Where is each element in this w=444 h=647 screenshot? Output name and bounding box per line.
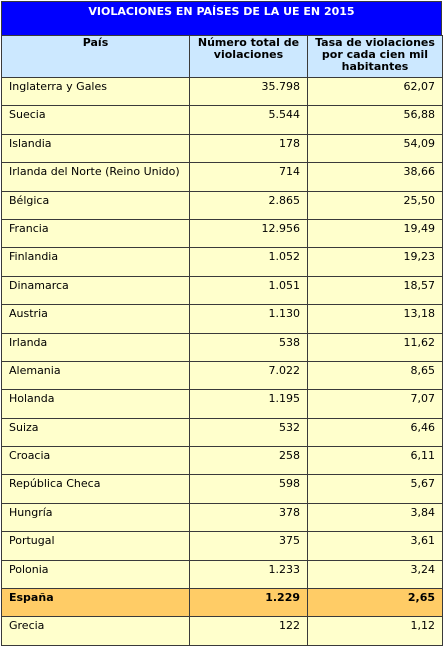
country-cell: Polonia (1, 559, 190, 590)
table-row: Finlandia 1.052 19,23 (1, 247, 443, 277)
table-row: Polonia 1.233 3,24 (1, 559, 443, 590)
rate-cell: 7,07 (307, 389, 443, 419)
total-cell: 1.051 (189, 275, 308, 306)
rate-cell: 56,88 (307, 105, 443, 135)
country-cell: Islandia (1, 133, 190, 164)
rate-cell: 18,57 (307, 275, 443, 306)
country-cell: Francia (1, 218, 190, 249)
table-row: Inglaterra y Gales 35.798 62,07 (1, 76, 443, 107)
table-row: Dinamarca 1.051 18,57 (1, 275, 443, 306)
table-row: Alemania 7.022 8,65 (1, 360, 443, 391)
total-cell: 12.956 (189, 218, 308, 249)
total-cell: 538 (189, 332, 308, 362)
country-cell: Suecia (1, 105, 190, 135)
country-cell: Irlanda (1, 332, 190, 362)
rate-cell: 3,61 (307, 531, 443, 561)
country-cell: Grecia (1, 616, 190, 646)
table-row-highlighted: España 1.229 2,65 (1, 588, 443, 618)
rate-cell: 62,07 (307, 76, 443, 107)
total-cell: 1.052 (189, 247, 308, 277)
country-cell: Alemania (1, 360, 190, 391)
total-cell: 35.798 (189, 76, 308, 107)
total-cell: 7.022 (189, 360, 308, 391)
country-cell: Finlandia (1, 247, 190, 277)
table-row: Holanda 1.195 7,07 (1, 389, 443, 419)
rate-cell: 1,12 (307, 616, 443, 646)
rate-cell: 3,84 (307, 502, 443, 533)
rate-cell: 8,65 (307, 360, 443, 391)
rate-cell: 54,09 (307, 133, 443, 164)
rate-cell: 38,66 (307, 162, 443, 192)
country-cell: España (1, 588, 190, 618)
rate-cell: 25,50 (307, 190, 443, 220)
total-cell: 178 (189, 133, 308, 164)
table-row: República Checa 598 5,67 (1, 474, 443, 504)
country-cell: Holanda (1, 389, 190, 419)
country-cell: Austria (1, 304, 190, 334)
total-cell: 1.233 (189, 559, 308, 590)
total-cell: 375 (189, 531, 308, 561)
country-cell: República Checa (1, 474, 190, 504)
table-row: Islandia 178 54,09 (1, 133, 443, 164)
table-row: Croacia 258 6,11 (1, 446, 443, 476)
column-header-country: País (1, 35, 190, 78)
country-cell: Croacia (1, 446, 190, 476)
table-row: Irlanda del Norte (Reino Unido) 714 38,66 (1, 162, 443, 192)
header-row: País Número total de violaciones Tasa de… (1, 35, 443, 78)
country-cell: Suiza (1, 417, 190, 448)
table-title: VIOLACIONES EN PAÍSES DE LA UE EN 2015 (1, 1, 442, 36)
rate-cell: 5,67 (307, 474, 443, 504)
country-cell: Irlanda del Norte (Reino Unido) (1, 162, 190, 192)
rate-cell: 11,62 (307, 332, 443, 362)
table-row: Hungría 378 3,84 (1, 502, 443, 533)
total-cell: 598 (189, 474, 308, 504)
rate-cell: 19,23 (307, 247, 443, 277)
rate-cell: 19,49 (307, 218, 443, 249)
rate-cell: 6,46 (307, 417, 443, 448)
table-body: Inglaterra y Gales 35.798 62,07 Suecia 5.544… (1, 76, 443, 646)
total-cell: 1.130 (189, 304, 308, 334)
total-cell: 1.195 (189, 389, 308, 419)
total-cell: 2.865 (189, 190, 308, 220)
total-cell: 378 (189, 502, 308, 533)
table-row: Suecia 5.544 56,88 (1, 105, 443, 135)
table-row: Francia 12.956 19,49 (1, 218, 443, 249)
column-header-total: Número total de violaciones (189, 35, 308, 78)
total-cell: 714 (189, 162, 308, 192)
rate-cell: 13,18 (307, 304, 443, 334)
total-cell: 122 (189, 616, 308, 646)
rate-cell: 3,24 (307, 559, 443, 590)
table-row: Irlanda 538 11,62 (1, 332, 443, 362)
total-cell: 5.544 (189, 105, 308, 135)
total-cell: 532 (189, 417, 308, 448)
rate-cell: 2,65 (307, 588, 443, 618)
data-table: País Número total de violaciones Tasa de… (1, 35, 443, 646)
total-cell: 258 (189, 446, 308, 476)
country-cell: Bélgica (1, 190, 190, 220)
country-cell: Hungría (1, 502, 190, 533)
table-row: Suiza 532 6,46 (1, 417, 443, 448)
total-cell: 1.229 (189, 588, 308, 618)
table-row: Austria 1.130 13,18 (1, 304, 443, 334)
column-header-rate: Tasa de violaciones por cada cien mil ha… (307, 35, 443, 78)
country-cell: Dinamarca (1, 275, 190, 306)
table-row: Grecia 122 1,12 (1, 616, 443, 646)
rate-cell: 6,11 (307, 446, 443, 476)
country-cell: Inglaterra y Gales (1, 76, 190, 107)
country-cell: Portugal (1, 531, 190, 561)
table-row: Bélgica 2.865 25,50 (1, 190, 443, 220)
table-row: Portugal 375 3,61 (1, 531, 443, 561)
